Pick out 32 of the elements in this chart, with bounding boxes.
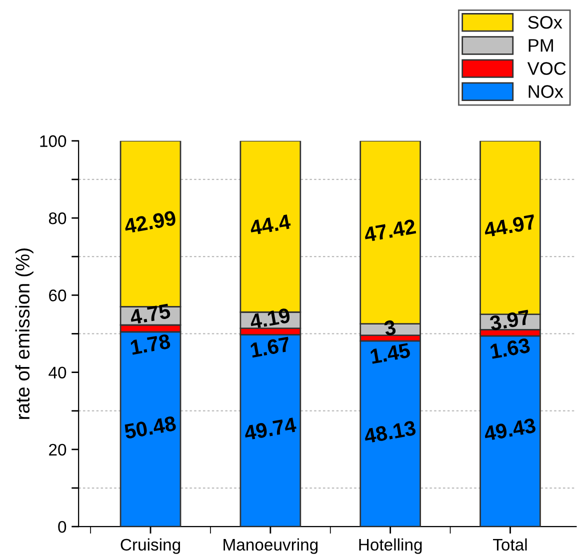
y-tick-label: 40 [48,366,66,378]
y-tick-label: 60 [49,290,66,302]
data-label: 1.45 [370,342,411,364]
data-label: 47.42 [363,218,416,242]
data-label: 3 [384,320,396,336]
data-label: 50.48 [124,416,177,440]
x-tick-label: Cruising [120,538,180,554]
y-tick-label: 0 [58,520,66,533]
data-label: 44.4 [249,214,292,236]
data-label: 1.67 [250,336,290,358]
data-label: 1.63 [490,338,530,359]
x-tick-label: Total [493,538,527,551]
data-label: 1.78 [130,334,171,355]
data-label: 3.97 [489,310,530,331]
data-label: 42.99 [124,210,176,234]
legend-label: SOx [528,16,562,29]
x-tick-label: Manoeuvring [224,538,318,554]
y-tick-label: 80 [48,212,66,224]
data-label: 48.13 [363,420,416,444]
legend-label: PM [528,39,553,52]
bar [360,340,421,527]
data-label: 44.97 [483,214,536,238]
x-tick-label: Hotelling [359,538,422,554]
data-label: 49.74 [243,417,297,441]
data-label: 4.19 [249,308,291,330]
legend-label: NOx [528,85,564,98]
legend-label: VOC [527,62,566,75]
y-axis-title: rate of emission (%) [15,248,34,419]
y-tick-label: 100 [40,135,66,148]
data-label: 49.43 [483,418,536,442]
y-tick-label: 20 [49,444,66,456]
data-label: 4.75 [129,304,171,325]
